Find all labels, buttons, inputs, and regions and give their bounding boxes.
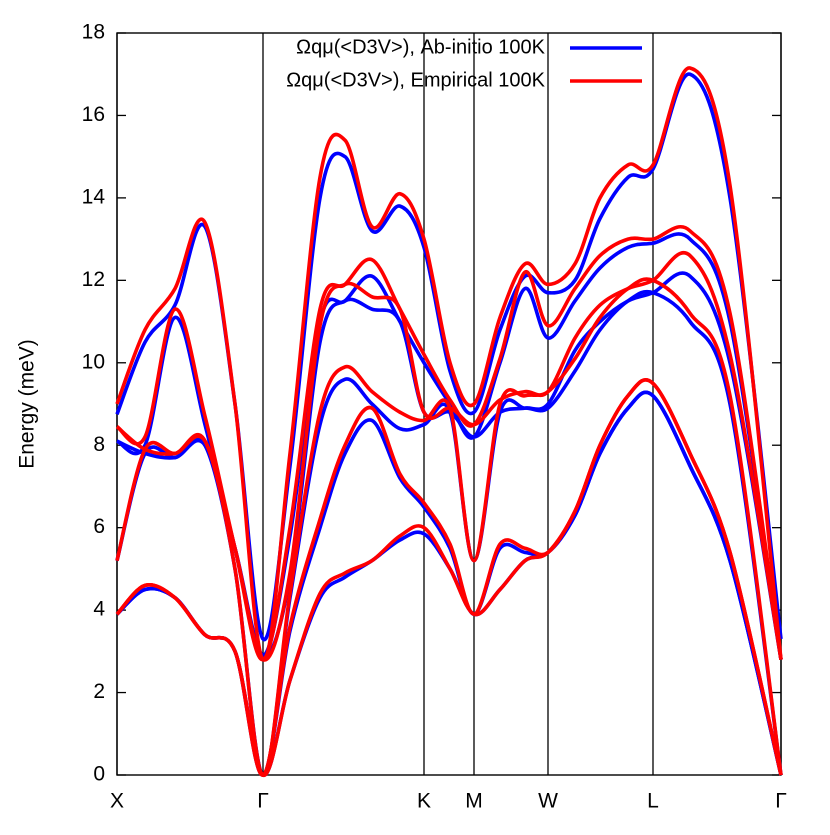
x-tick-label: Γ xyxy=(257,790,269,813)
band-line xyxy=(115,378,783,777)
y-tick-label: 10 xyxy=(82,350,105,373)
x-tick-label: W xyxy=(538,790,558,813)
x-tick-label: X xyxy=(110,790,124,813)
legend-label: Ωqμ(<D3V>), Ab-initio 100K xyxy=(296,36,545,58)
band-line xyxy=(115,66,783,662)
y-tick-label: 12 xyxy=(82,268,105,291)
y-axis-label: Energy (meV) xyxy=(16,339,39,469)
y-tick-label: 18 xyxy=(82,21,105,44)
y-tick-label: 6 xyxy=(93,515,105,538)
x-tick-label: Γ xyxy=(775,790,787,813)
y-tick-label: 0 xyxy=(93,763,105,786)
legend-label: Ωqμ(<D3V>), Empirical 100K xyxy=(286,69,545,91)
x-tick-label: M xyxy=(465,790,483,813)
band-line xyxy=(115,277,783,777)
y-tick-label: 16 xyxy=(82,103,105,126)
y-tick-label: 8 xyxy=(93,433,105,456)
y-tick-label: 4 xyxy=(93,598,105,621)
band-line xyxy=(115,224,783,662)
y-tick-label: 14 xyxy=(82,185,106,208)
x-tick-label: K xyxy=(417,790,431,813)
x-tick-label: L xyxy=(647,790,659,813)
y-tick-label: 2 xyxy=(93,680,105,703)
